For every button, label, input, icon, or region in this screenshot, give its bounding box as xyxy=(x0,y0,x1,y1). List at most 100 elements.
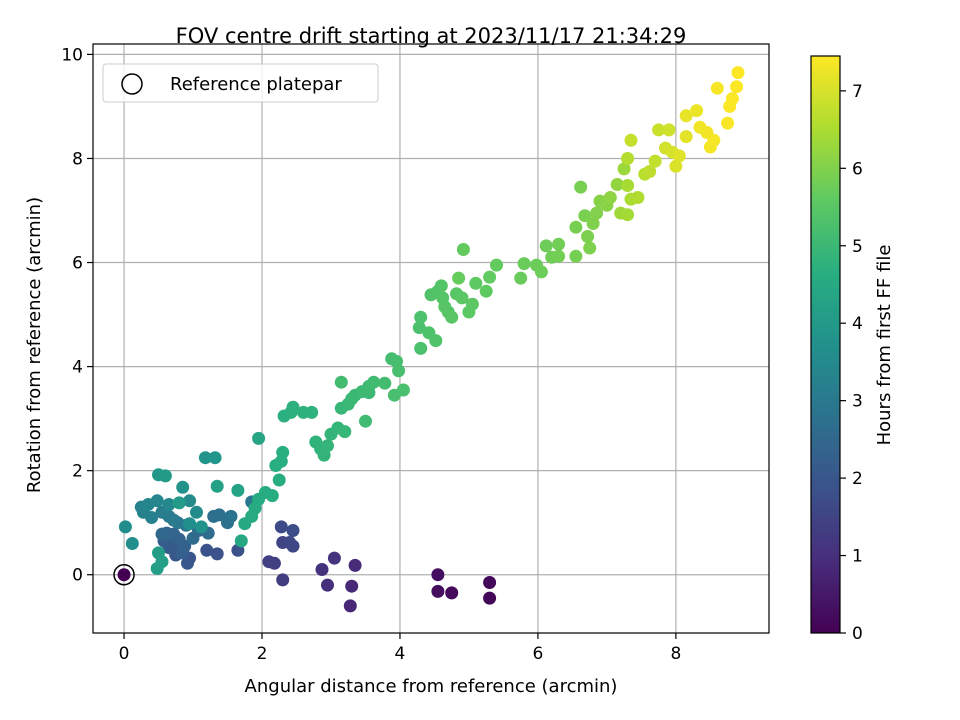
colorbar-tick-label: 1 xyxy=(852,547,863,567)
data-point xyxy=(190,505,203,519)
data-point xyxy=(158,469,172,483)
y-tick-label: 6 xyxy=(72,254,83,274)
data-point xyxy=(305,405,319,419)
data-point xyxy=(118,520,132,534)
y-tick-label: 2 xyxy=(72,462,83,482)
legend: Reference platepar xyxy=(102,63,379,103)
x-tick-label: 0 xyxy=(119,644,130,664)
data-point xyxy=(552,237,566,251)
data-point xyxy=(621,179,635,192)
data-point xyxy=(338,425,352,439)
data-point xyxy=(274,520,288,534)
data-point xyxy=(224,509,238,523)
data-point xyxy=(710,81,724,95)
data-point xyxy=(359,414,372,428)
data-point xyxy=(396,383,410,397)
data-point xyxy=(517,257,531,271)
colorbar-frame xyxy=(810,55,841,634)
data-point xyxy=(212,508,226,522)
data-point xyxy=(490,258,503,272)
data-point xyxy=(483,591,497,605)
data-point xyxy=(569,220,583,234)
data-point xyxy=(321,578,334,592)
data-point xyxy=(345,579,359,593)
data-point xyxy=(648,154,662,168)
x-tick-label: 2 xyxy=(257,644,268,664)
data-point xyxy=(445,310,459,324)
colorbar-tick-label: 5 xyxy=(852,237,863,257)
data-point xyxy=(590,206,604,220)
data-point xyxy=(431,584,445,598)
colorbar-ticks: 0 1 2 3 4 5 6 7 xyxy=(840,82,863,644)
y-axis-ticks: 0 2 4 6 8 10 xyxy=(61,45,93,586)
legend-marker xyxy=(121,73,143,95)
data-point xyxy=(624,133,638,147)
data-points xyxy=(118,66,745,613)
data-point xyxy=(643,165,657,178)
data-point xyxy=(652,123,666,137)
data-point xyxy=(172,496,186,510)
reference-marker xyxy=(113,563,135,586)
data-point xyxy=(429,334,443,348)
data-point xyxy=(210,547,224,561)
data-point xyxy=(125,537,139,550)
data-point xyxy=(581,230,595,243)
reference-point xyxy=(117,568,131,582)
data-point xyxy=(455,291,469,305)
data-point xyxy=(176,480,190,494)
data-point xyxy=(621,152,635,165)
data-point xyxy=(183,517,197,531)
x-tick-label: 6 xyxy=(533,644,544,664)
data-point xyxy=(569,249,583,263)
data-point xyxy=(465,297,479,311)
colorbar-tick-label: 3 xyxy=(852,392,863,412)
data-point xyxy=(731,66,745,80)
data-point xyxy=(183,494,197,508)
legend-entry-label: Reference platepar xyxy=(170,74,342,95)
y-tick-label: 4 xyxy=(72,358,83,378)
data-point xyxy=(631,191,645,204)
x-axis-label: Angular distance from reference (arcmin) xyxy=(245,676,618,697)
data-point xyxy=(262,555,276,569)
data-point xyxy=(483,270,497,284)
data-point xyxy=(327,551,341,565)
x-tick-label: 8 xyxy=(670,644,681,664)
data-point xyxy=(286,400,300,414)
data-point xyxy=(721,116,735,130)
data-point xyxy=(155,527,169,541)
data-point xyxy=(208,451,222,465)
x-axis-ticks: 0 2 4 6 8 xyxy=(119,633,681,664)
data-point xyxy=(194,520,208,534)
data-point xyxy=(434,279,448,293)
colorbar-tick-label: 2 xyxy=(852,469,863,489)
colorbar-tick-label: 6 xyxy=(852,159,863,179)
data-point xyxy=(412,321,426,335)
data-point xyxy=(286,524,300,537)
x-tick-label: 4 xyxy=(395,644,406,664)
data-point xyxy=(252,431,266,445)
data-point xyxy=(334,375,348,389)
data-point xyxy=(155,555,169,569)
data-point xyxy=(198,451,212,465)
y-tick-label: 0 xyxy=(72,566,83,586)
data-point xyxy=(234,534,248,548)
data-point xyxy=(283,536,297,549)
data-point xyxy=(231,483,245,497)
data-point xyxy=(276,573,290,587)
data-point xyxy=(539,239,553,253)
data-point xyxy=(272,473,286,487)
data-point xyxy=(452,271,466,285)
data-point xyxy=(603,191,617,204)
data-point xyxy=(414,341,428,355)
colorbar-tick-label: 4 xyxy=(852,314,863,334)
plot-frame xyxy=(92,43,770,634)
data-point xyxy=(679,130,693,144)
data-point xyxy=(456,243,470,256)
data-point xyxy=(621,208,635,222)
data-point xyxy=(690,104,704,118)
data-point xyxy=(445,586,459,600)
y-tick-label: 10 xyxy=(61,45,83,65)
data-point xyxy=(578,209,592,223)
data-point xyxy=(414,310,428,324)
